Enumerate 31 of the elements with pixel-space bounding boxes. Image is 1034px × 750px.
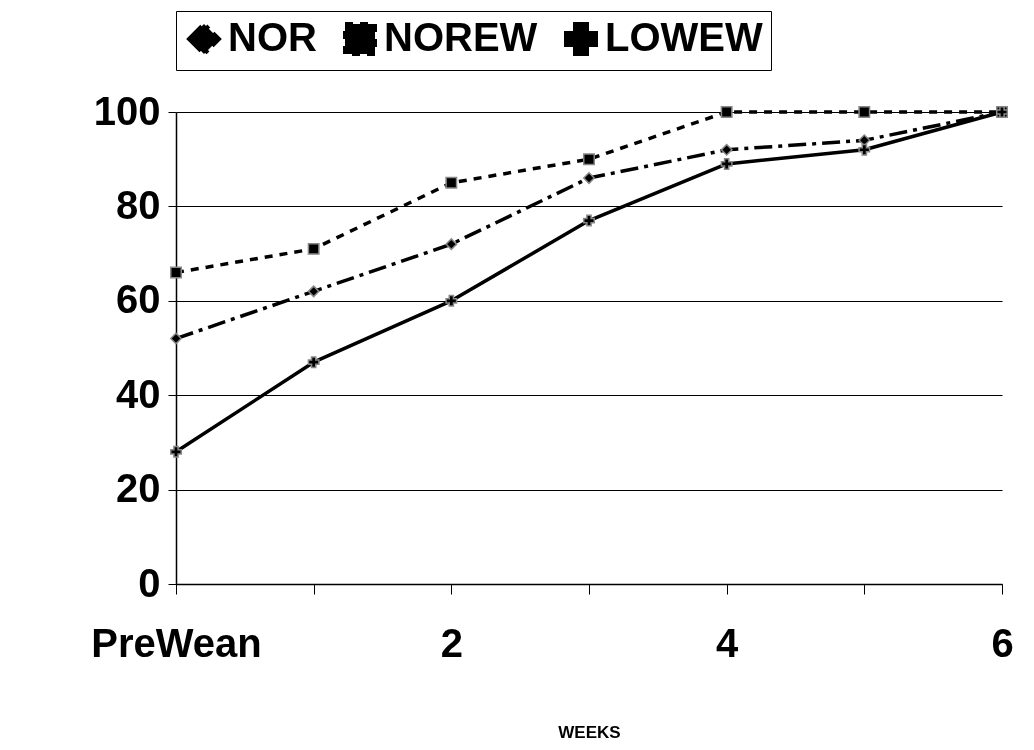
point xyxy=(445,238,458,251)
point xyxy=(583,172,595,185)
point xyxy=(720,106,733,118)
x-tick-label: 4 xyxy=(716,620,740,665)
y-tick-label: 0 xyxy=(138,560,161,605)
point xyxy=(445,294,458,307)
point xyxy=(858,143,871,156)
x-tick-label: 6 xyxy=(991,620,1014,665)
point xyxy=(858,106,871,118)
x-tick-label: PreWean xyxy=(91,620,262,665)
y-tick-label: 80 xyxy=(116,182,161,227)
point xyxy=(170,266,182,279)
point xyxy=(720,157,733,170)
point xyxy=(170,445,182,458)
legend-label: NOREW xyxy=(384,15,538,59)
y-tick-label: 60 xyxy=(116,277,161,322)
point xyxy=(307,285,320,298)
point xyxy=(170,332,182,345)
point xyxy=(307,242,320,255)
point xyxy=(307,356,320,369)
y-tick-label: 100 xyxy=(93,88,161,133)
x-axis-title: WEEKS xyxy=(558,722,621,742)
point xyxy=(583,153,595,166)
point xyxy=(445,176,458,189)
y-tick-label: 40 xyxy=(116,371,161,416)
y-tick-label: 20 xyxy=(116,466,161,511)
point xyxy=(583,214,595,227)
legend-label: NOR xyxy=(228,15,317,59)
legend-label: LOWEW xyxy=(605,15,763,59)
x-tick-label: 2 xyxy=(440,620,463,665)
point xyxy=(720,143,733,156)
